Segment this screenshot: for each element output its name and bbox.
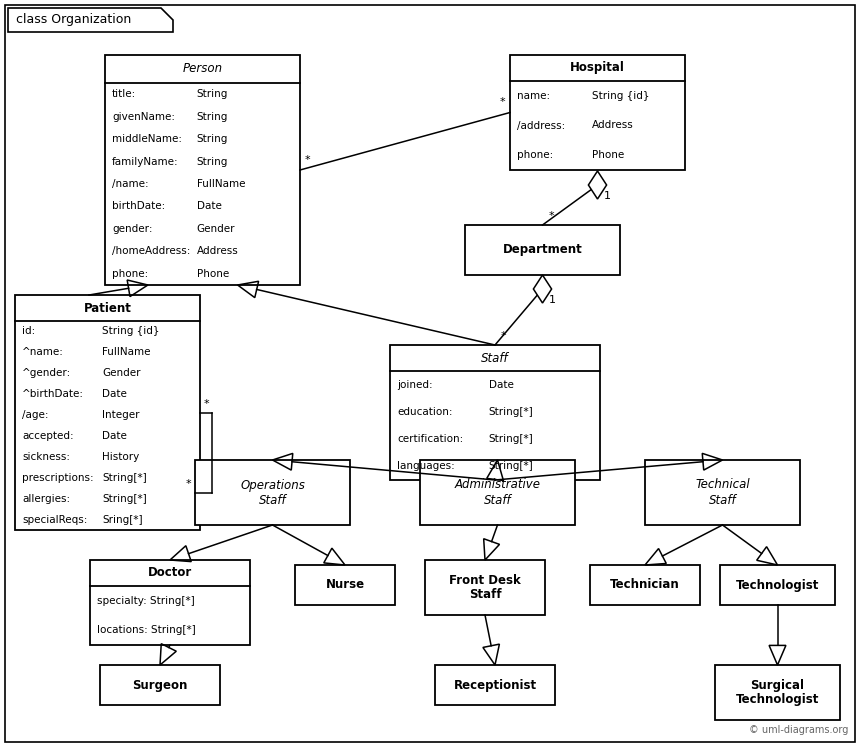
Text: Date: Date [197, 202, 222, 211]
Text: phone:: phone: [112, 269, 148, 279]
Text: certification:: certification: [397, 434, 464, 444]
Text: Address: Address [593, 120, 634, 131]
Text: birthDate:: birthDate: [112, 202, 165, 211]
Text: Sring[*]: Sring[*] [102, 515, 143, 524]
Text: 1: 1 [549, 295, 556, 305]
Text: History: History [102, 452, 139, 462]
Text: phone:: phone: [517, 150, 553, 160]
Text: FullName: FullName [197, 179, 245, 189]
Text: String[*]: String[*] [488, 407, 533, 417]
Text: Hospital: Hospital [570, 61, 625, 75]
Text: Integer: Integer [102, 410, 139, 420]
Text: gender:: gender: [112, 224, 152, 234]
Text: FullName: FullName [102, 347, 150, 357]
Text: givenName:: givenName: [112, 111, 175, 122]
Bar [425, 560, 545, 615]
Bar [590, 565, 700, 605]
Text: String[*]: String[*] [488, 434, 533, 444]
Polygon shape [533, 275, 551, 303]
Text: ^gender:: ^gender: [22, 368, 71, 378]
Text: Nurse: Nurse [325, 578, 365, 592]
Bar [100, 665, 220, 705]
Text: Date: Date [488, 379, 513, 390]
Text: *: * [500, 98, 505, 108]
Text: id:: id: [22, 326, 35, 336]
Polygon shape [8, 8, 173, 32]
Text: Date: Date [102, 389, 126, 399]
Text: Technical
Staff: Technical Staff [695, 479, 750, 506]
Bar [715, 665, 840, 720]
Text: sickness:: sickness: [22, 452, 70, 462]
Text: class Organization: class Organization [16, 13, 132, 26]
Polygon shape [588, 171, 606, 199]
Text: middleName:: middleName: [112, 134, 182, 144]
Text: Gender: Gender [102, 368, 140, 378]
Bar [90, 560, 250, 645]
Text: Receptionist: Receptionist [453, 678, 537, 692]
Text: Technologist: Technologist [736, 578, 820, 592]
Text: *: * [186, 480, 191, 489]
Text: prescriptions:: prescriptions: [22, 473, 94, 483]
Text: String: String [197, 157, 228, 167]
Text: Person: Person [182, 63, 223, 75]
Bar [15, 295, 200, 530]
Text: String: String [197, 134, 228, 144]
Text: ^birthDate:: ^birthDate: [22, 389, 84, 399]
Text: Doctor: Doctor [148, 566, 192, 580]
Text: String[*]: String[*] [488, 462, 533, 471]
Text: Gender: Gender [197, 224, 235, 234]
Text: String {id}: String {id} [593, 91, 650, 101]
Text: String: String [197, 89, 228, 99]
Text: © uml-diagrams.org: © uml-diagrams.org [748, 725, 848, 735]
Text: *: * [501, 331, 507, 341]
Text: Surgeon: Surgeon [132, 678, 187, 692]
Bar [295, 565, 395, 605]
Text: String {id}: String {id} [102, 326, 159, 336]
Text: Administrative
Staff: Administrative Staff [454, 479, 540, 506]
Text: title:: title: [112, 89, 136, 99]
Text: accepted:: accepted: [22, 431, 74, 441]
Bar [435, 665, 555, 705]
Text: *: * [305, 155, 310, 165]
Text: String[*]: String[*] [102, 473, 147, 483]
Text: Phone: Phone [593, 150, 624, 160]
Bar [420, 460, 575, 525]
Text: familyName:: familyName: [112, 157, 179, 167]
Text: Technician: Technician [610, 578, 680, 592]
Text: Department: Department [502, 244, 582, 256]
Bar [465, 225, 620, 275]
Text: locations: String[*]: locations: String[*] [97, 625, 196, 635]
Text: Operations
Staff: Operations Staff [240, 479, 305, 506]
Text: specialty: String[*]: specialty: String[*] [97, 596, 194, 606]
Bar [510, 55, 685, 170]
Text: *: * [549, 211, 554, 221]
Text: Phone: Phone [197, 269, 229, 279]
Bar [645, 460, 800, 525]
Text: Front Desk
Staff: Front Desk Staff [449, 574, 521, 601]
Text: Patient: Patient [83, 302, 132, 314]
Text: /name:: /name: [112, 179, 149, 189]
Text: /homeAddress:: /homeAddress: [112, 247, 190, 256]
Text: name:: name: [517, 91, 550, 101]
Text: 1: 1 [604, 191, 611, 201]
Text: specialReqs:: specialReqs: [22, 515, 88, 524]
Text: Staff: Staff [482, 352, 509, 365]
Bar [720, 565, 835, 605]
Text: String[*]: String[*] [102, 494, 147, 503]
Text: Date: Date [102, 431, 126, 441]
Text: ^name:: ^name: [22, 347, 64, 357]
Text: joined:: joined: [397, 379, 433, 390]
Text: languages:: languages: [397, 462, 455, 471]
Text: String: String [197, 111, 228, 122]
Text: Address: Address [197, 247, 238, 256]
Text: /age:: /age: [22, 410, 48, 420]
Text: Surgical
Technologist: Surgical Technologist [736, 678, 820, 707]
Text: *: * [204, 400, 210, 409]
Bar [195, 460, 350, 525]
Text: allergies:: allergies: [22, 494, 71, 503]
Bar [105, 55, 300, 285]
Text: education:: education: [397, 407, 452, 417]
Text: /address:: /address: [517, 120, 565, 131]
Bar [390, 345, 600, 480]
